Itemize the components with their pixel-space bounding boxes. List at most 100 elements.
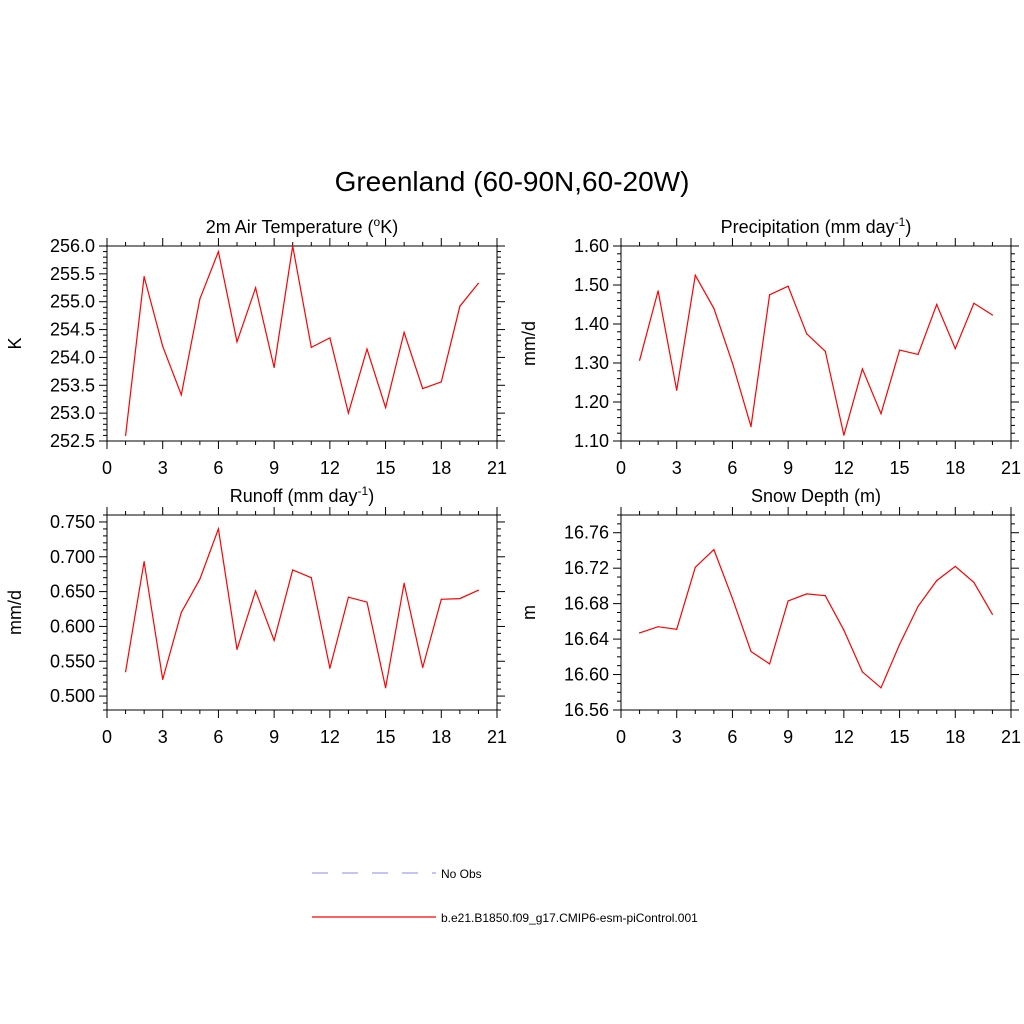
x-tick-label: 21: [487, 458, 507, 478]
data-point: [787, 600, 789, 602]
figure-title: Greenland (60-90N,60-20W): [335, 166, 690, 197]
plot-frame: [106, 245, 498, 442]
data-point: [973, 581, 975, 583]
series-line: [639, 548, 993, 689]
x-tick-label: 3: [158, 727, 168, 747]
data-point: [273, 639, 275, 641]
series-line: [125, 526, 479, 688]
data-point: [713, 307, 715, 309]
data-point: [254, 287, 257, 289]
panel-title-text: 2m Air Temperature (: [206, 217, 374, 237]
y-tick-label: 0.750: [50, 512, 95, 532]
data-point: [273, 366, 275, 369]
x-tick-label: 6: [727, 458, 737, 478]
y-tick-label: 1.10: [574, 431, 609, 451]
plot-frame: [620, 245, 1012, 442]
y-tick-label: 254.0: [50, 347, 95, 367]
series-line: [639, 273, 993, 436]
y-tick-label: 256.0: [50, 236, 95, 256]
data-point: [347, 596, 350, 598]
x-tick-label: 3: [158, 458, 168, 478]
x-tick-label: 21: [1001, 458, 1021, 478]
y-tick-label: 16.76: [564, 523, 609, 543]
data-point: [936, 579, 938, 582]
data-point: [750, 650, 752, 653]
y-tick-label: 16.64: [564, 629, 609, 649]
data-point: [861, 671, 864, 673]
data-point: [162, 678, 164, 680]
data-point: [477, 589, 480, 591]
x-tick-label: 15: [890, 727, 910, 747]
data-point: [422, 388, 424, 390]
x-tick-label: 0: [102, 727, 112, 747]
y-tick-label: 16.56: [564, 700, 609, 720]
data-point: [713, 548, 715, 551]
y-axis-label: mm/d: [519, 321, 539, 366]
data-point: [806, 593, 808, 595]
data-point: [991, 314, 994, 316]
panel-title-tail: K): [380, 217, 398, 237]
data-point: [403, 331, 405, 333]
data-point: [459, 597, 461, 600]
data-point: [347, 412, 350, 414]
x-tick-label: 18: [945, 458, 965, 478]
data-point: [384, 406, 387, 409]
data-point: [459, 305, 461, 307]
data-point: [143, 561, 145, 563]
data-point: [973, 302, 975, 304]
y-tick-label: 0.550: [50, 651, 95, 671]
data-point: [310, 577, 312, 579]
x-tick-label: 18: [431, 458, 451, 478]
legend-entry-label: No Obs: [441, 867, 482, 881]
y-tick-label: 253.5: [50, 375, 95, 395]
x-tick-label: 12: [320, 727, 340, 747]
x-tick-label: 3: [672, 727, 682, 747]
data-point: [768, 294, 771, 296]
panel-title-superscript: -1: [895, 215, 906, 229]
y-tick-label: 0.650: [50, 582, 95, 602]
panel-title-tail: ): [368, 486, 374, 506]
data-point: [403, 582, 405, 584]
y-tick-label: 1.30: [574, 353, 609, 373]
data-point: [440, 598, 442, 600]
data-point: [880, 413, 882, 415]
data-point: [954, 565, 956, 568]
data-point: [366, 348, 368, 350]
series-line: [125, 245, 479, 436]
data-point: [199, 298, 201, 300]
y-tick-label: 0.700: [50, 547, 95, 567]
data-point: [917, 353, 919, 356]
plot-frame: [106, 514, 498, 711]
x-tick-label: 12: [320, 458, 340, 478]
x-tick-label: 18: [945, 727, 965, 747]
x-tick-label: 18: [431, 727, 451, 747]
data-point: [731, 597, 734, 599]
x-tick-label: 9: [783, 458, 793, 478]
data-point: [694, 566, 696, 568]
data-point: [440, 381, 442, 383]
data-point: [750, 425, 752, 428]
y-tick-label: 1.50: [574, 275, 609, 295]
x-tick-label: 9: [269, 458, 279, 478]
data-point: [422, 666, 424, 669]
data-point: [861, 368, 864, 370]
data-point: [292, 569, 294, 571]
data-point: [843, 434, 845, 436]
data-point: [898, 643, 901, 646]
x-tick-label: 3: [672, 458, 682, 478]
y-axis-label: mm/d: [5, 590, 25, 635]
data-point: [366, 601, 368, 603]
data-point: [217, 528, 220, 530]
panel-title-superscript: -1: [358, 484, 369, 498]
x-tick-label: 12: [834, 458, 854, 478]
y-tick-label: 16.72: [564, 558, 609, 578]
plot-frame: [620, 514, 1012, 711]
data-point: [162, 345, 164, 347]
data-point: [824, 350, 826, 352]
x-tick-label: 9: [269, 727, 279, 747]
data-point: [676, 389, 678, 391]
data-point: [310, 346, 312, 348]
x-tick-label: 15: [376, 458, 396, 478]
data-point: [638, 359, 641, 361]
x-tick-label: 15: [890, 458, 910, 478]
